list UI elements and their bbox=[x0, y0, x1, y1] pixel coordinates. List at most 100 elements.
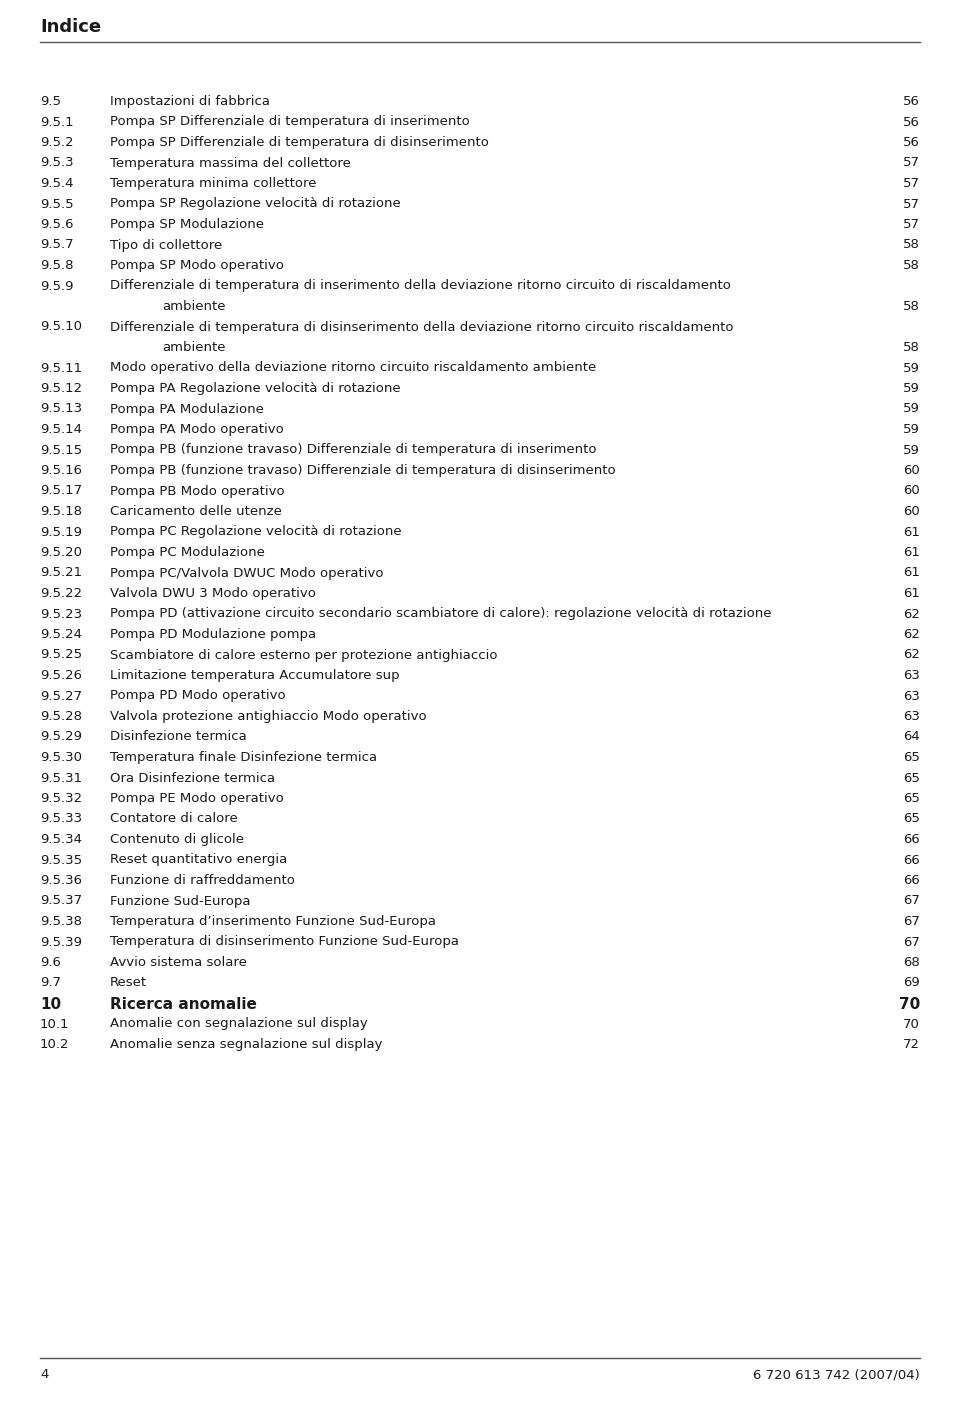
Text: 9.5.2: 9.5.2 bbox=[40, 136, 74, 149]
Text: Temperatura finale Disinfezione termica: Temperatura finale Disinfezione termica bbox=[110, 751, 377, 763]
Text: Differenziale di temperatura di disinserimento della deviazione ritorno circuito: Differenziale di temperatura di disinser… bbox=[110, 321, 733, 333]
Text: Reset quantitativo energia: Reset quantitativo energia bbox=[110, 853, 287, 866]
Text: Pompa SP Regolazione velocità di rotazione: Pompa SP Regolazione velocità di rotazio… bbox=[110, 197, 400, 211]
Text: Pompa PB (funzione travaso) Differenziale di temperatura di disinserimento: Pompa PB (funzione travaso) Differenzial… bbox=[110, 464, 615, 477]
Text: 9.5.28: 9.5.28 bbox=[40, 710, 82, 723]
Text: 9.5.8: 9.5.8 bbox=[40, 259, 74, 271]
Text: 9.5.38: 9.5.38 bbox=[40, 915, 82, 928]
Text: 59: 59 bbox=[903, 382, 920, 395]
Text: 9.5.10: 9.5.10 bbox=[40, 321, 82, 333]
Text: 57: 57 bbox=[903, 177, 920, 190]
Text: 56: 56 bbox=[903, 136, 920, 149]
Text: 58: 58 bbox=[903, 342, 920, 354]
Text: 60: 60 bbox=[903, 485, 920, 498]
Text: 63: 63 bbox=[903, 689, 920, 703]
Text: 9.5.31: 9.5.31 bbox=[40, 772, 83, 785]
Text: 9.5.33: 9.5.33 bbox=[40, 813, 83, 825]
Text: 10: 10 bbox=[40, 997, 61, 1012]
Text: 66: 66 bbox=[903, 875, 920, 887]
Text: Contatore di calore: Contatore di calore bbox=[110, 813, 238, 825]
Text: Temperatura di disinserimento Funzione Sud-Europa: Temperatura di disinserimento Funzione S… bbox=[110, 935, 459, 949]
Text: 9.5.15: 9.5.15 bbox=[40, 443, 83, 457]
Text: 62: 62 bbox=[903, 607, 920, 620]
Text: 9.5.7: 9.5.7 bbox=[40, 239, 74, 252]
Text: 9.5.19: 9.5.19 bbox=[40, 526, 82, 538]
Text: 9.5.29: 9.5.29 bbox=[40, 731, 82, 744]
Text: 58: 58 bbox=[903, 239, 920, 252]
Text: 10.2: 10.2 bbox=[40, 1038, 69, 1052]
Text: 9.5.14: 9.5.14 bbox=[40, 423, 82, 436]
Text: Tipo di collettore: Tipo di collettore bbox=[110, 239, 223, 252]
Text: 9.5.18: 9.5.18 bbox=[40, 505, 82, 517]
Text: 66: 66 bbox=[903, 832, 920, 846]
Text: 62: 62 bbox=[903, 628, 920, 641]
Text: Pompa PA Regolazione velocità di rotazione: Pompa PA Regolazione velocità di rotazio… bbox=[110, 382, 400, 395]
Text: Scambiatore di calore esterno per protezione antighiaccio: Scambiatore di calore esterno per protez… bbox=[110, 648, 497, 661]
Text: 9.5.9: 9.5.9 bbox=[40, 280, 74, 292]
Text: Funzione Sud-Europa: Funzione Sud-Europa bbox=[110, 894, 251, 907]
Text: 70: 70 bbox=[903, 1018, 920, 1031]
Text: 68: 68 bbox=[903, 956, 920, 969]
Text: 9.5.1: 9.5.1 bbox=[40, 115, 74, 128]
Text: 58: 58 bbox=[903, 259, 920, 271]
Text: 56: 56 bbox=[903, 96, 920, 108]
Text: 9.5.12: 9.5.12 bbox=[40, 382, 83, 395]
Text: Pompa PC/Valvola DWUC Modo operativo: Pompa PC/Valvola DWUC Modo operativo bbox=[110, 567, 383, 579]
Text: Indice: Indice bbox=[40, 18, 101, 37]
Text: 9.5.24: 9.5.24 bbox=[40, 628, 82, 641]
Text: Temperatura massima del collettore: Temperatura massima del collettore bbox=[110, 156, 350, 170]
Text: 65: 65 bbox=[903, 792, 920, 806]
Text: 9.5.27: 9.5.27 bbox=[40, 689, 83, 703]
Text: Caricamento delle utenze: Caricamento delle utenze bbox=[110, 505, 282, 517]
Text: Anomalie con segnalazione sul display: Anomalie con segnalazione sul display bbox=[110, 1018, 368, 1031]
Text: 9.5.3: 9.5.3 bbox=[40, 156, 74, 170]
Text: ambiente: ambiente bbox=[162, 299, 226, 314]
Text: Pompa PD Modo operativo: Pompa PD Modo operativo bbox=[110, 689, 286, 703]
Text: Pompa PE Modo operativo: Pompa PE Modo operativo bbox=[110, 792, 284, 806]
Text: 9.5.30: 9.5.30 bbox=[40, 751, 82, 763]
Text: 9.5.13: 9.5.13 bbox=[40, 402, 83, 416]
Text: 61: 61 bbox=[903, 546, 920, 560]
Text: 60: 60 bbox=[903, 464, 920, 477]
Text: Differenziale di temperatura di inserimento della deviazione ritorno circuito di: Differenziale di temperatura di inserime… bbox=[110, 280, 731, 292]
Text: 10.1: 10.1 bbox=[40, 1018, 69, 1031]
Text: 56: 56 bbox=[903, 115, 920, 128]
Text: 9.5.32: 9.5.32 bbox=[40, 792, 83, 806]
Text: 63: 63 bbox=[903, 710, 920, 723]
Text: 61: 61 bbox=[903, 526, 920, 538]
Text: 66: 66 bbox=[903, 853, 920, 866]
Text: 57: 57 bbox=[903, 218, 920, 231]
Text: 57: 57 bbox=[903, 156, 920, 170]
Text: 9.5.17: 9.5.17 bbox=[40, 485, 83, 498]
Text: Valvola protezione antighiaccio Modo operativo: Valvola protezione antighiaccio Modo ope… bbox=[110, 710, 426, 723]
Text: Pompa SP Modo operativo: Pompa SP Modo operativo bbox=[110, 259, 284, 271]
Text: Avvio sistema solare: Avvio sistema solare bbox=[110, 956, 247, 969]
Text: 9.5.37: 9.5.37 bbox=[40, 894, 83, 907]
Text: Disinfezione termica: Disinfezione termica bbox=[110, 731, 247, 744]
Text: Modo operativo della deviazione ritorno circuito riscaldamento ambiente: Modo operativo della deviazione ritorno … bbox=[110, 361, 596, 374]
Text: Ricerca anomalie: Ricerca anomalie bbox=[110, 997, 257, 1012]
Text: 9.5.4: 9.5.4 bbox=[40, 177, 74, 190]
Text: Pompa PC Modulazione: Pompa PC Modulazione bbox=[110, 546, 265, 560]
Text: Pompa PA Modulazione: Pompa PA Modulazione bbox=[110, 402, 264, 416]
Text: ambiente: ambiente bbox=[162, 342, 226, 354]
Text: 64: 64 bbox=[903, 731, 920, 744]
Text: 6 720 613 742 (2007/04): 6 720 613 742 (2007/04) bbox=[754, 1368, 920, 1381]
Text: Temperatura d’inserimento Funzione Sud-Europa: Temperatura d’inserimento Funzione Sud-E… bbox=[110, 915, 436, 928]
Text: 9.5: 9.5 bbox=[40, 96, 61, 108]
Text: 59: 59 bbox=[903, 423, 920, 436]
Text: 4: 4 bbox=[40, 1368, 48, 1381]
Text: 9.5.11: 9.5.11 bbox=[40, 361, 83, 374]
Text: Pompa PC Regolazione velocità di rotazione: Pompa PC Regolazione velocità di rotazio… bbox=[110, 526, 401, 538]
Text: Impostazioni di fabbrica: Impostazioni di fabbrica bbox=[110, 96, 270, 108]
Text: 59: 59 bbox=[903, 402, 920, 416]
Text: Pompa PB Modo operativo: Pompa PB Modo operativo bbox=[110, 485, 284, 498]
Text: 65: 65 bbox=[903, 751, 920, 763]
Text: Pompa SP Differenziale di temperatura di disinserimento: Pompa SP Differenziale di temperatura di… bbox=[110, 136, 489, 149]
Text: Pompa SP Modulazione: Pompa SP Modulazione bbox=[110, 218, 264, 231]
Text: 67: 67 bbox=[903, 894, 920, 907]
Text: 9.5.25: 9.5.25 bbox=[40, 648, 83, 661]
Text: Funzione di raffreddamento: Funzione di raffreddamento bbox=[110, 875, 295, 887]
Text: 58: 58 bbox=[903, 299, 920, 314]
Text: Pompa PD (attivazione circuito secondario scambiatore di calore): regolazione ve: Pompa PD (attivazione circuito secondari… bbox=[110, 607, 772, 620]
